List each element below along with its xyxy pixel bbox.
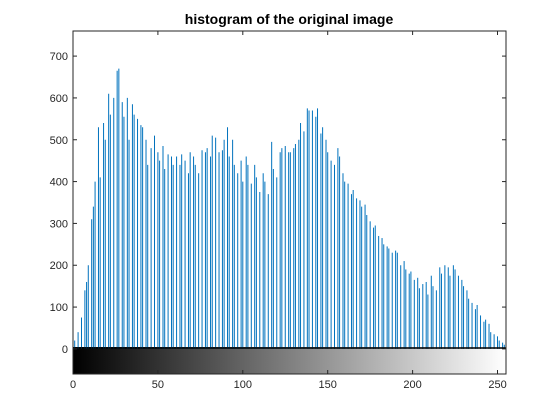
chart-title: histogram of the original image [185,11,394,27]
x-tick-label: 100 [234,379,252,391]
y-tick-label: 600 [50,93,68,105]
histogram-bars [74,68,505,349]
y-tick-label: 700 [50,51,68,63]
y-tick-label: 300 [50,218,68,230]
grayscale-colorbar [73,347,506,374]
x-tick-label: 0 [70,379,76,391]
y-axis: 0 100 200 300 400 500 600 700 [50,51,506,356]
x-tick-label: 50 [152,379,164,391]
x-tick-label: 250 [488,379,506,391]
y-tick-label: 400 [50,177,68,189]
axes-box [72,30,507,375]
y-tick-label: 0 [62,344,68,356]
y-tick-label: 500 [50,135,68,147]
x-tick-label: 150 [319,379,337,391]
x-axis: 0 50 100 150 200 250 [70,31,507,391]
y-tick-label: 100 [50,302,68,314]
x-tick-label: 200 [403,379,421,391]
plot-area [73,31,506,374]
y-tick-label: 200 [50,260,68,272]
